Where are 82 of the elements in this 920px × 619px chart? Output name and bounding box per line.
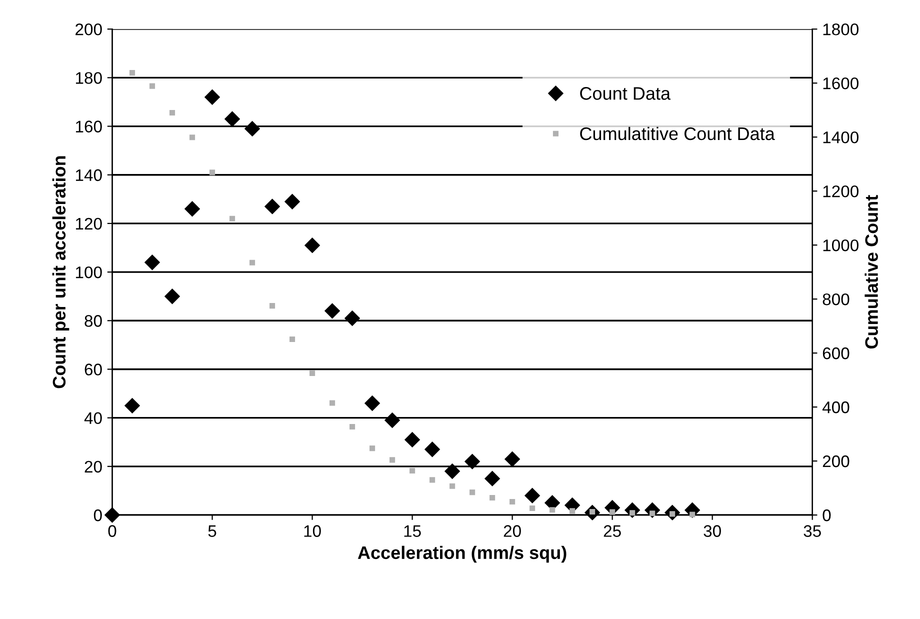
point [344, 310, 360, 326]
point [309, 370, 316, 376]
point [470, 490, 476, 496]
x-tick-label: 15 [404, 525, 421, 537]
point [184, 201, 200, 216]
legend-label: Count Data [580, 87, 671, 100]
point [690, 512, 696, 518]
y-tick-label: 180 [76, 72, 102, 84]
point [450, 483, 456, 489]
point [650, 510, 656, 516]
y2-tick-label: 600 [822, 347, 850, 360]
point [144, 254, 160, 270]
point [289, 336, 296, 342]
point [524, 488, 540, 504]
x-tick-label: 35 [804, 525, 821, 537]
point [610, 509, 616, 515]
point [570, 508, 576, 514]
point [330, 400, 336, 406]
y2-tick-label: 1000 [823, 239, 859, 252]
legend-label: Cumulatitive Count Data [580, 126, 775, 140]
point [364, 396, 380, 411]
point [430, 477, 436, 483]
point [510, 499, 516, 505]
point [530, 505, 536, 512]
y-tick-label: 200 [76, 23, 102, 36]
point [484, 470, 500, 486]
y-tick-label: 40 [84, 412, 102, 424]
x-tick-label: 25 [604, 525, 621, 537]
point [264, 198, 280, 214]
point [464, 454, 480, 470]
point [124, 398, 140, 414]
point [244, 121, 260, 136]
point [384, 412, 400, 428]
point [324, 303, 340, 318]
y-tick-label: 20 [84, 460, 102, 473]
x-axis-title: Acceleration (mm/s squ) [358, 546, 566, 563]
point [284, 194, 300, 210]
y2-tick-label: 800 [822, 293, 850, 306]
y-axis-title: Count per unit acceleration [52, 156, 70, 388]
point [129, 70, 136, 76]
y2-tick-label: 400 [822, 401, 850, 414]
y-tick-label: 120 [76, 218, 102, 230]
point [104, 507, 120, 523]
y-tick-label: 100 [76, 266, 102, 278]
point [424, 442, 440, 457]
y2-tick-label: 1400 [823, 131, 859, 144]
y-tick-label: 0 [94, 509, 102, 522]
y2-tick-label: 0 [822, 509, 831, 522]
point [164, 288, 180, 304]
point [350, 424, 356, 430]
point [229, 216, 236, 222]
point [304, 238, 320, 253]
point [249, 260, 256, 266]
y2-tick-label: 1800 [823, 23, 859, 36]
point [410, 468, 416, 474]
point [504, 452, 520, 467]
y-tick-label: 160 [76, 120, 102, 132]
point [149, 83, 156, 89]
y2-tick-label: 1600 [823, 77, 859, 90]
x-tick-label: 10 [304, 525, 321, 537]
point [390, 457, 396, 463]
point [224, 111, 240, 127]
point [370, 446, 376, 452]
point [269, 303, 276, 309]
point [550, 507, 556, 513]
y-tick-label: 80 [84, 315, 102, 327]
x-tick-label: 5 [208, 525, 216, 537]
y2-tick-label: 1200 [823, 185, 859, 198]
point [490, 494, 496, 501]
point [444, 464, 460, 479]
point [204, 90, 220, 105]
y2-axis-title: Cumulative Count [864, 195, 878, 349]
point [169, 110, 176, 116]
y-tick-label: 140 [76, 169, 102, 182]
point [209, 170, 216, 176]
point [404, 432, 420, 448]
y-tick-label: 60 [84, 364, 102, 376]
x-tick-label: 0 [108, 525, 116, 537]
x-tick-label: 20 [504, 525, 521, 537]
y2-tick-label: 200 [822, 455, 850, 468]
point [189, 134, 196, 140]
x-tick-label: 30 [704, 525, 721, 537]
